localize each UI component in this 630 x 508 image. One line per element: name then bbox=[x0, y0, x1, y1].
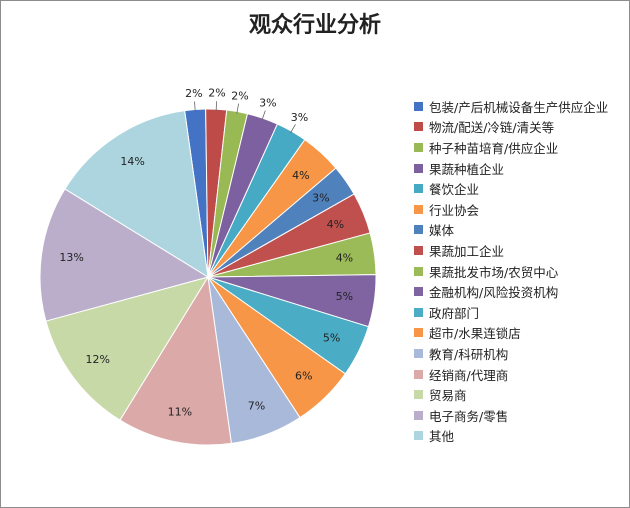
legend-item: 媒体 bbox=[414, 220, 608, 241]
legend-label: 经销商/代理商 bbox=[429, 367, 509, 383]
slice-data-label: 4% bbox=[336, 251, 353, 264]
leader-line bbox=[194, 101, 196, 112]
legend-swatch bbox=[414, 142, 423, 152]
slice-data-label: 5% bbox=[336, 290, 353, 303]
slice-data-label: 13% bbox=[59, 251, 83, 264]
legend-label: 媒体 bbox=[429, 223, 455, 239]
chart-legend: 包装/产后机械设备生产供应企业 物流/配送/冷链/清关等 种子种苗培育/供应企业 果蔬… bbox=[414, 96, 608, 446]
slice-data-label: 14% bbox=[120, 155, 144, 168]
legend-swatch bbox=[414, 287, 423, 297]
slice-data-label: 2% bbox=[185, 87, 202, 100]
legend-swatch bbox=[414, 328, 423, 338]
legend-label: 包装/产后机械设备生产供应企业 bbox=[429, 99, 609, 115]
legend-swatch bbox=[414, 348, 423, 358]
legend-swatch bbox=[414, 390, 423, 400]
legend-swatch bbox=[414, 245, 423, 255]
slice-data-label: 3% bbox=[259, 97, 276, 110]
legend-item: 其他 bbox=[414, 426, 608, 447]
legend-label: 贸易商 bbox=[429, 388, 467, 404]
legend-swatch bbox=[414, 307, 423, 317]
slice-data-label: 5% bbox=[323, 331, 340, 344]
legend-swatch bbox=[414, 266, 423, 276]
legend-swatch bbox=[414, 369, 423, 379]
legend-item: 果蔬批发市场/农贸中心 bbox=[414, 261, 608, 282]
legend-label: 餐饮企业 bbox=[429, 182, 480, 198]
legend-label: 政府部门 bbox=[429, 305, 480, 321]
legend-swatch bbox=[414, 163, 423, 173]
legend-label: 果蔬种植企业 bbox=[429, 161, 505, 177]
legend-swatch bbox=[414, 122, 423, 132]
legend-item: 经销商/代理商 bbox=[414, 364, 608, 385]
legend-swatch bbox=[414, 410, 423, 420]
legend-item: 电子商务/零售 bbox=[414, 405, 608, 426]
legend-label: 物流/配送/冷链/清关等 bbox=[429, 120, 555, 136]
slice-data-label: 11% bbox=[168, 405, 192, 418]
pie-slice bbox=[119, 275, 232, 446]
legend-item: 果蔬种植企业 bbox=[414, 158, 608, 179]
legend-swatch bbox=[414, 225, 423, 235]
legend-label: 电子商务/零售 bbox=[429, 408, 509, 424]
legend-label: 教育/科研机构 bbox=[429, 346, 509, 362]
legend-swatch bbox=[414, 431, 423, 441]
slice-data-label: 3% bbox=[312, 191, 329, 204]
leader-line bbox=[236, 103, 239, 114]
slice-data-label: 6% bbox=[295, 370, 312, 383]
legend-swatch bbox=[414, 184, 423, 194]
legend-item: 物流/配送/冷链/清关等 bbox=[414, 117, 608, 138]
legend-item: 贸易商 bbox=[414, 384, 608, 405]
slice-data-label: 7% bbox=[248, 399, 265, 412]
legend-item: 行业协会 bbox=[414, 199, 608, 220]
legend-label: 行业协会 bbox=[429, 202, 480, 218]
pie-slice bbox=[45, 276, 210, 421]
slice-data-label: 4% bbox=[292, 169, 309, 182]
slice-data-label: 3% bbox=[291, 111, 308, 124]
pie-slice bbox=[39, 188, 210, 322]
legend-label: 超市/水果连锁店 bbox=[429, 326, 521, 342]
legend-label: 金融机构/风险投资机构 bbox=[429, 285, 559, 301]
legend-label: 种子种苗培育/供应企业 bbox=[429, 140, 559, 156]
slice-data-label: 12% bbox=[85, 353, 109, 366]
legend-label: 果蔬加工企业 bbox=[429, 243, 505, 259]
slice-data-label: 2% bbox=[231, 89, 248, 102]
legend-swatch bbox=[414, 204, 423, 214]
legend-swatch bbox=[414, 101, 423, 111]
legend-item: 包装/产后机械设备生产供应企业 bbox=[414, 96, 608, 117]
legend-item: 金融机构/风险投资机构 bbox=[414, 281, 608, 302]
pie-slice bbox=[64, 110, 209, 278]
legend-item: 餐饮企业 bbox=[414, 178, 608, 199]
legend-label: 其他 bbox=[429, 429, 455, 445]
legend-label: 果蔬批发市场/农贸中心 bbox=[429, 264, 559, 280]
legend-item: 政府部门 bbox=[414, 302, 608, 323]
legend-item: 超市/水果连锁店 bbox=[414, 323, 608, 344]
legend-item: 种子种苗培育/供应企业 bbox=[414, 137, 608, 158]
slice-data-label: 4% bbox=[327, 218, 344, 231]
slice-data-label: 2% bbox=[208, 87, 225, 100]
legend-item: 教育/科研机构 bbox=[414, 343, 608, 364]
legend-item: 果蔬加工企业 bbox=[414, 240, 608, 261]
leader-line bbox=[261, 110, 266, 121]
chart-title: 观众行业分析 bbox=[248, 13, 381, 38]
leader-line bbox=[290, 124, 296, 134]
